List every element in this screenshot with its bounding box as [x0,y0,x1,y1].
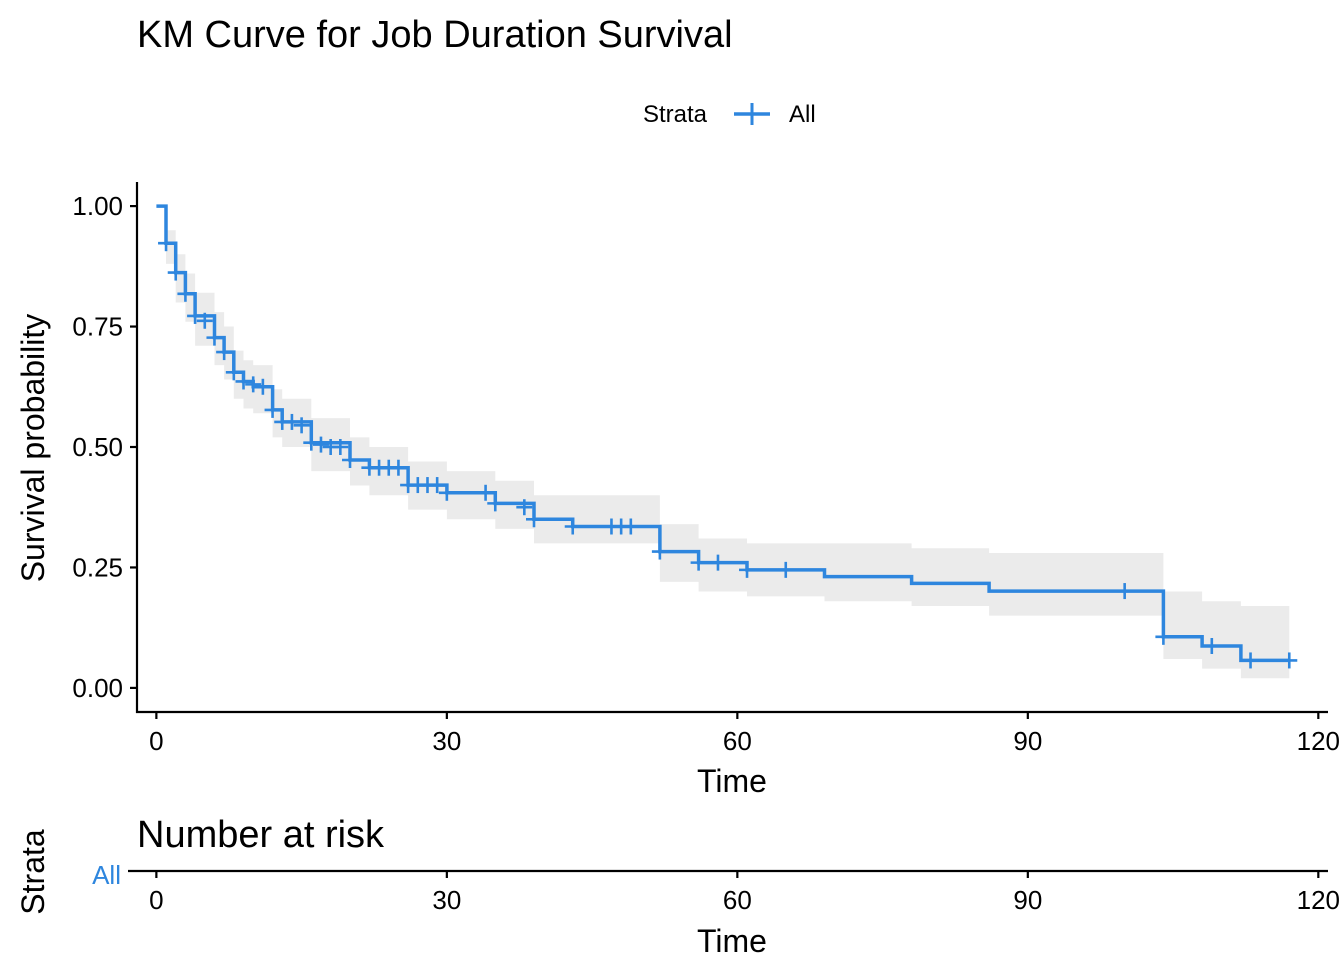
censor-mark [1281,652,1298,669]
y-axis-label: Survival probability [15,314,51,583]
censor-mark [709,554,726,571]
y-tick-label: 0.25 [72,552,123,582]
y-tick-label: 0.50 [72,432,123,462]
censor-mark [429,477,446,494]
censor-mark [1242,652,1259,669]
censor-mark [196,312,213,329]
censor-mark [690,554,707,571]
censor-mark [167,264,184,281]
censor-mark [235,373,252,390]
censor-mark [777,561,794,578]
plot-panel: 0.00 0.25 0.50 0.75 1.00 0 30 60 90 120 Time Sur… [15,182,1340,799]
risk-x-axis-ticks: 0 30 60 90 120 [149,871,1340,915]
censor-mark [438,484,455,501]
y-tick-label: 0.00 [72,673,123,703]
censor-mark [283,413,300,430]
x-axis-label: Time [697,763,767,799]
risk-x-axis-label: Time [697,923,767,959]
censor-mark [526,511,542,528]
y-axis-ticks: 0.00 0.25 0.50 0.75 1.00 [72,191,137,703]
censor-mark [312,436,329,453]
x-tick-label: 0 [149,885,163,915]
censor-mark [342,452,359,469]
censor-mark [293,417,310,434]
x-tick-label: 90 [1013,726,1042,756]
y-tick-label: 0.75 [72,312,123,342]
censor-mark [390,459,407,476]
legend: Strata All [643,101,816,128]
censor-mark [1203,637,1220,654]
x-axis-ticks: 0 30 60 90 120 [149,712,1340,756]
x-tick-label: 90 [1013,885,1042,915]
censor-mark [651,543,668,560]
censor-mark [216,344,233,361]
legend-label-all: All [789,101,816,128]
ci-ribbon [156,206,1290,679]
censor-mark [487,495,504,512]
censor-mark [245,376,262,393]
censor-mark [622,518,639,535]
censor-mark [225,364,242,381]
chart-title: KM Curve for Job Duration Survival [137,14,733,56]
censor-mark [177,285,194,302]
y-tick-label: 1.00 [72,191,123,221]
x-tick-label: 30 [432,726,461,756]
censor-mark [187,307,204,324]
censor-mark [158,235,175,252]
x-tick-label: 30 [432,885,461,915]
x-tick-label: 120 [1297,885,1340,915]
x-tick-label: 60 [723,726,752,756]
censor-marks-layer [158,235,1298,669]
ci-ribbon-layer [156,206,1290,679]
censor-mark [739,561,756,578]
censor-mark [254,378,271,395]
censor-mark [477,484,494,501]
legend-title: Strata [643,101,708,128]
censor-mark [516,499,533,516]
x-tick-label: 0 [149,726,163,756]
x-tick-label: 60 [723,885,752,915]
risk-table-y-label: Strata [15,829,51,915]
censor-mark [564,518,581,535]
x-tick-label: 120 [1297,726,1340,756]
risk-table-title: Number at risk [137,814,385,856]
risk-strata-label-all: All [92,860,121,890]
censor-mark [303,434,320,451]
risk-table: Number at risk Strata All 0 30 60 90 120 Tim… [15,814,1340,959]
censor-mark [206,329,223,346]
censor-mark [264,401,281,418]
censor-mark [1116,583,1133,600]
censor-mark [1155,628,1172,645]
censor-mark [332,439,349,455]
